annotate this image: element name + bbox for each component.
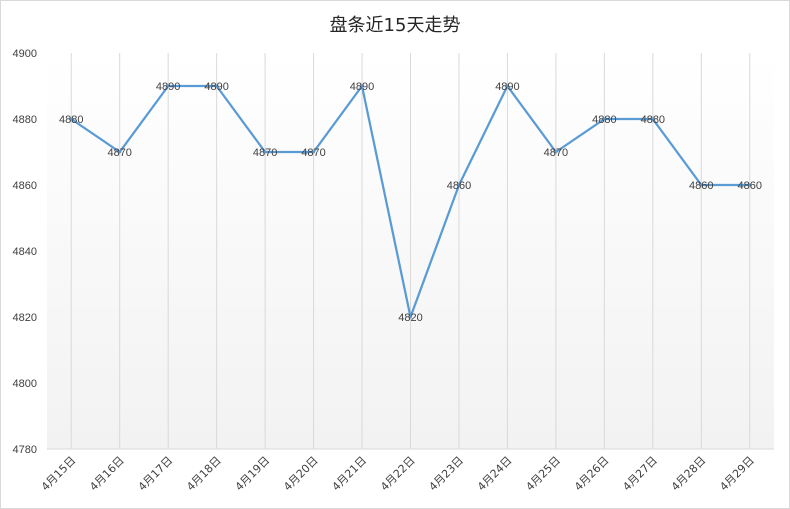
data-point xyxy=(651,117,655,121)
data-point xyxy=(554,150,558,154)
series-line-group xyxy=(69,84,752,319)
data-point xyxy=(699,183,703,187)
y-tick-label: 4800 xyxy=(13,378,37,390)
x-tick-label: 4月23日 xyxy=(426,454,466,494)
x-tick-label: 4月20日 xyxy=(281,454,321,494)
data-label: 4860 xyxy=(447,180,471,192)
data-point xyxy=(602,117,606,121)
x-tick-label: 4月29日 xyxy=(717,454,757,494)
data-label: 4890 xyxy=(495,81,519,93)
y-tick-label: 4820 xyxy=(13,312,37,324)
data-point xyxy=(360,84,364,88)
x-tick-label: 4月15日 xyxy=(39,454,79,494)
data-point xyxy=(312,150,316,154)
data-label: 4870 xyxy=(107,147,131,159)
x-tick-label: 4月26日 xyxy=(572,454,612,494)
y-tick-label: 4860 xyxy=(13,180,37,192)
y-tick-label: 4840 xyxy=(13,246,37,258)
x-tick-label: 4月19日 xyxy=(233,454,273,494)
data-point xyxy=(409,315,412,319)
y-tick-label: 4780 xyxy=(13,444,37,456)
x-tick-label: 4月24日 xyxy=(475,454,515,494)
x-tick-label: 4月28日 xyxy=(669,454,709,494)
data-label: 4890 xyxy=(156,81,180,93)
data-label: 4860 xyxy=(738,180,762,192)
data-labels: 4880 4870 4890 4890 4870 4870 4890 4820 4860 4890… xyxy=(59,81,762,324)
data-label: 4870 xyxy=(544,147,568,159)
x-tick-label: 4月17日 xyxy=(136,454,176,494)
x-axis: 4月15日 4月16日 4月17日 4月18日 4月19日 4月20日 4月21日 4月22日… xyxy=(39,454,757,494)
y-tick-label: 4880 xyxy=(13,114,37,126)
data-point xyxy=(748,183,752,187)
y-tick-label: 4900 xyxy=(13,48,37,60)
data-point xyxy=(457,183,461,187)
data-point xyxy=(166,84,170,88)
x-tick-label: 4月27日 xyxy=(620,454,660,494)
x-tick-label: 4月18日 xyxy=(184,454,224,494)
data-label: 4890 xyxy=(204,81,228,93)
data-label: 4880 xyxy=(641,114,665,126)
data-label: 4870 xyxy=(253,147,277,159)
data-label: 4880 xyxy=(592,114,616,126)
data-point xyxy=(118,150,122,154)
data-label: 4860 xyxy=(689,180,713,192)
x-tick-label: 4月21日 xyxy=(330,454,370,494)
data-label: 4880 xyxy=(59,114,83,126)
data-label: 4890 xyxy=(350,81,374,93)
y-axis: 4780 4800 4820 4840 4860 4880 4900 xyxy=(13,48,37,456)
data-label: 4870 xyxy=(301,147,325,159)
data-point xyxy=(263,150,267,154)
gridlines xyxy=(47,53,774,450)
x-tick-label: 4月16日 xyxy=(87,454,127,494)
chart-title: 盘条近15天走势 xyxy=(329,15,461,36)
x-tick-label: 4月22日 xyxy=(378,454,418,494)
x-tick-label: 4月25日 xyxy=(523,454,563,494)
data-label: 4820 xyxy=(398,312,422,324)
data-point xyxy=(69,117,73,121)
data-point xyxy=(505,84,509,88)
data-point xyxy=(215,84,219,88)
